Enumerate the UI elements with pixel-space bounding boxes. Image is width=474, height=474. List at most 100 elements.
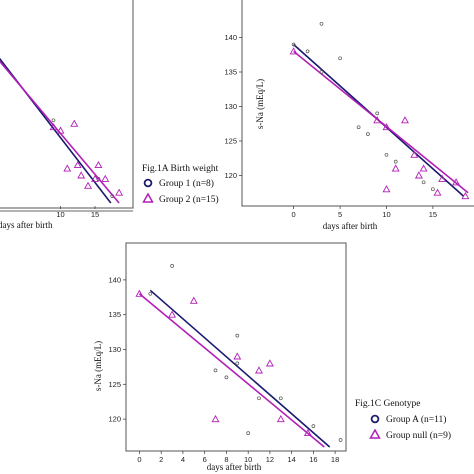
panel-a-point-triangle	[56, 126, 65, 134]
panel-c-x-tick-label: 18	[331, 455, 339, 464]
panel-c-x-tick-label: 2	[159, 455, 163, 464]
panel-a-legend-title: Fig.1A Birth weight	[142, 164, 219, 174]
panel-a-point-triangle	[94, 160, 103, 169]
panel-a-fit-line-2	[0, 60, 120, 204]
panel-b-plot-frame	[241, 0, 474, 207]
panel-c-point-triangle	[276, 414, 285, 423]
panel-b-point-circle	[305, 49, 310, 54]
panel-b-point-circle	[421, 180, 426, 185]
panel-a-point-circle	[51, 118, 56, 123]
panel-b-point-circle	[319, 70, 324, 74]
panel-b-point-triangle	[419, 164, 428, 172]
panel-b-x-label: days after birth	[323, 221, 378, 231]
panel-b-point-circle	[356, 125, 361, 130]
panel-b-point-circle	[431, 187, 435, 192]
panel-a-point-triangle	[91, 174, 99, 182]
panel-b-x-tick-label: 15	[429, 210, 437, 219]
panel-c-x-tick-label: 0	[137, 455, 141, 464]
panel-b-point-triangle	[433, 188, 442, 196]
panel-b-point-circle	[375, 111, 380, 116]
panel-c-fit-line-1	[149, 289, 331, 448]
panel-b-point-circle	[393, 159, 398, 164]
panel-b-point-triangle	[452, 178, 461, 186]
panel-c-point-triangle	[233, 352, 242, 360]
panel-c-point-triangle	[189, 296, 198, 304]
panel-c: 120 125 130 135 140 0 2 4 6 8 10 12 14 16 18 s-Na (mE…	[93, 242, 451, 472]
panel-c-fit-line-2	[138, 293, 325, 448]
panel-a-point-triangle	[84, 181, 93, 189]
panel-b-y-tick-label: 135	[224, 68, 237, 77]
panel-a-point-triangle	[73, 160, 82, 169]
panel-c-y-tick-label: 125	[108, 380, 121, 389]
panel-b-point-triangle	[401, 116, 409, 124]
panel-b-y-tick-label: 125	[224, 137, 237, 146]
panel-a-plot-frame	[0, 0, 134, 209]
panel-c-point-circle	[148, 291, 153, 296]
panel-c-y-tick-label: 135	[108, 310, 121, 319]
panel-b: 120 125 130 135 140 0 5 10 15 s-Na (mEq/L) days…	[224, 0, 474, 231]
panel-a-point-triangle	[49, 123, 58, 131]
panel-b-point-triangle	[289, 47, 298, 55]
panel-c-point-triangle	[265, 359, 274, 367]
panel-c-point-circle	[224, 375, 229, 380]
panel-b-x-tick-label: 10	[382, 210, 390, 219]
panel-c-legend-item-1: Group A (n=11)	[386, 414, 446, 425]
panel-c-point-circle	[338, 438, 343, 442]
panel-a-point-triangle	[70, 119, 79, 127]
panel-b-y-tick-label: 120	[224, 171, 237, 180]
panel-b-point-circle	[291, 42, 296, 47]
panel-c-point-circle	[278, 396, 283, 401]
legend-circle-marker-icon	[370, 414, 380, 424]
panel-b-point-triangle	[414, 171, 423, 179]
panel-b-point-triangle	[382, 185, 391, 193]
panel-b-point-triangle	[373, 116, 382, 124]
panel-c-point-circle	[213, 368, 218, 373]
panel-b-point-triangle	[461, 191, 470, 200]
panel-a-point-triangle	[101, 174, 110, 182]
panel-a-x-tick-label: 10	[56, 210, 64, 219]
panel-b-x-tick-label: 5	[338, 210, 342, 219]
panel-a: 10 15 days after birth Fig.1A Birth weigh…	[0, 0, 219, 230]
panel-b-y-label: s-Na (mEq/L)	[255, 79, 265, 129]
panel-a-point-triangle	[63, 164, 72, 172]
panel-b-x-tick-label: 0	[292, 210, 296, 219]
panel-c-point-triangle	[255, 366, 263, 374]
panel-c-x-tick-label: 10	[244, 455, 252, 464]
panel-c-y-tick-label: 130	[108, 345, 121, 354]
panel-a-fit-line-1	[0, 57, 112, 204]
panel-b-point-triangle	[410, 150, 419, 158]
panel-c-x-tick-label: 12	[266, 455, 274, 464]
panel-b-point-triangle	[438, 174, 447, 182]
panel-b-y-tick-label: 140	[224, 33, 237, 42]
panel-c-y-tick-label: 120	[108, 415, 121, 424]
panel-a-point-circle	[110, 194, 115, 198]
panel-c-point-circle	[311, 424, 316, 428]
panel-c-plot-frame	[125, 242, 347, 452]
panel-c-y-tick-label: 140	[108, 275, 121, 284]
panel-c-point-triangle	[168, 310, 177, 318]
panel-c-x-label: days after birth	[207, 462, 262, 472]
panel-a-point-triangle	[77, 171, 86, 179]
panel-c-legend-item-2: Group null (n=9)	[386, 430, 451, 441]
panel-c-x-tick-label: 16	[309, 455, 317, 464]
panel-b-point-circle	[366, 132, 370, 136]
panel-a-x-tick-label: 15	[91, 210, 99, 219]
panel-b-point-circle	[384, 152, 389, 157]
panel-c-y-label: s-Na (mEq/L)	[93, 341, 103, 391]
panel-c-point-triangle	[303, 428, 312, 437]
panel-c-legend-title: Fig.1C Genotype	[355, 399, 420, 409]
panel-b-y-tick-label: 130	[224, 102, 237, 111]
panel-a-point-triangle	[115, 188, 124, 196]
panel-c-point-circle	[235, 333, 240, 338]
panel-c-point-triangle	[211, 414, 220, 423]
panel-a-legend-item-2: Group 2 (n=15)	[159, 194, 219, 205]
legend-triangle-marker-icon	[369, 428, 381, 439]
panel-c-point-circle	[235, 361, 240, 366]
panel-b-point-triangle	[382, 123, 391, 131]
panel-c-x-tick-label: 4	[181, 455, 185, 464]
panel-a-legend-item-1: Group 1 (n=8)	[159, 178, 214, 189]
panel-c-point-circle	[170, 264, 174, 268]
panel-c-x-tick-label: 6	[203, 455, 207, 464]
panel-b-point-circle	[319, 21, 324, 26]
